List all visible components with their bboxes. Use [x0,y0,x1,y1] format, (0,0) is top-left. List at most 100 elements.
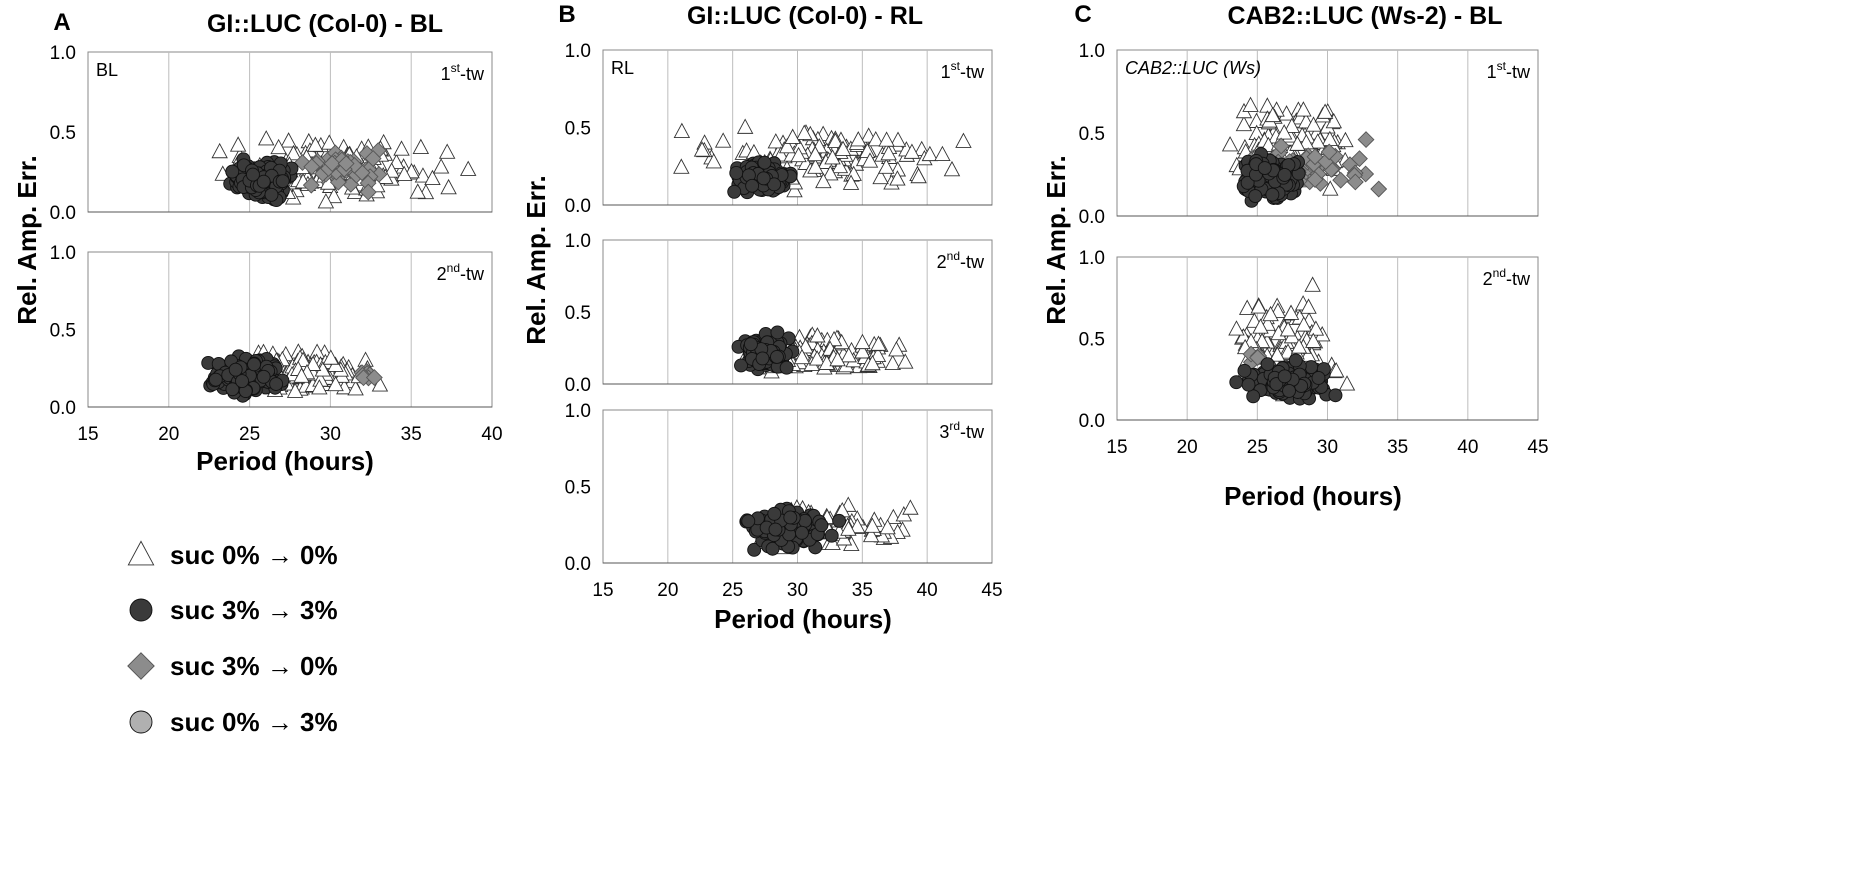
y-tick-label: 0.0 [1079,411,1105,432]
legend-label-suc-0-3: suc 0% → 3% [170,707,338,737]
data-point-dark [1278,168,1291,181]
data-point-dark [270,378,283,391]
x-tick-label: 25 [1247,437,1268,458]
data-point-dark [1242,378,1255,391]
data-point-dark [728,185,741,198]
x-tick-label: 30 [1317,437,1338,458]
legend-marker-lightcircle [130,711,152,733]
x-tick-label: 20 [158,424,179,445]
x-tick-label: 20 [1177,437,1198,458]
subplot-1: 0.00.51.0RL 1st-tw [565,41,992,217]
subplot-1: 0.0 0.5 1.0CAB2::LUC (Ws) 1st-tw [1079,41,1538,228]
y-tick-label: 1.0 [50,43,76,64]
subplot-window-label: 1st-tw [1487,59,1531,82]
subplot-window-label: 2nd-tw [437,261,485,284]
panel-title: GI::LUC (Col-0) - BL [207,10,443,38]
y-tick-label: 0.0 [565,554,591,575]
subplot-left-label: RL [611,58,634,78]
legend-marker-tri [128,541,153,565]
data-point-dark [1258,162,1271,175]
data-point-dark [1278,370,1291,383]
subplot-window-label: 3rd-tw [939,419,985,442]
y-tick-label: 0.5 [565,303,591,324]
subplot-window-label: 2nd-tw [937,249,985,272]
x-tick-label: 25 [722,580,743,601]
data-point-dark [795,526,808,539]
legend-label-suc-3-0: suc 3% → 0% [170,651,338,681]
y-tick-label: 0.5 [50,321,76,342]
subplot-window-label: 1st-tw [941,59,985,82]
panel-letter: B [558,1,575,28]
x-axis-title: Period (hours) [714,604,892,634]
x-tick-label: 35 [1387,437,1408,458]
y-tick-label: 0.0 [565,375,591,396]
x-tick-label: 35 [401,424,422,445]
subplot-1: 0.0 0.5 1.0 BL 1st-tw [50,43,492,224]
x-tick-label: 35 [852,580,873,601]
y-tick-label: 0.5 [50,123,76,144]
y-tick-label: 1.0 [565,231,591,252]
data-point-dark [1247,390,1260,403]
x-tick-label: 20 [657,580,678,601]
data-point-dark [769,523,782,536]
data-point-dark [833,514,846,527]
data-point-dark [768,507,781,520]
data-point-dark [248,358,261,371]
y-tick-label: 0.0 [50,398,76,419]
panel-letter: A [53,9,70,36]
panel-title: CAB2::LUC (Ws-2) - BL [1228,2,1503,30]
legend-label-suc-3-3: suc 3% → 3% [170,595,338,625]
x-axis-title: Period (hours) [196,446,374,476]
y-tick-label: 0.0 [50,203,76,224]
subplot-2: 0.00.51.015 20 25 30 35 402nd-tw [50,243,503,445]
data-point-dark [730,166,743,179]
data-point-dark [1261,358,1274,371]
legend-marker-dark [130,599,152,621]
legend-label-suc-0-0: suc 0% → 0% [170,540,338,570]
subplot-left-label: CAB2::LUC (Ws) [1125,58,1261,78]
data-point-dark [265,188,278,201]
x-tick-label: 40 [917,580,938,601]
x-tick-label: 15 [77,424,98,445]
data-point-dark [744,338,757,351]
legend: suc 0% → 0% suc 3% → 3% suc 3% → 0% suc … [128,540,338,737]
subplot-2: 0.0 0.5 1.0 2nd-tw [565,231,992,396]
y-tick-label: 0.5 [565,119,591,140]
data-point-dark [236,375,249,388]
data-point-dark [1230,376,1243,389]
data-point-dark [229,363,242,376]
y-tick-label: 1.0 [50,243,76,264]
panel-c: C CAB2::LUC (Ws-2) - BLRel. Amp. Err.Peri… [1041,1,1549,511]
y-axis-title: Rel. Amp. Err. [521,175,551,345]
data-point-dark [1238,364,1251,377]
x-tick-label: 30 [320,424,341,445]
data-point-dark [757,172,770,185]
y-tick-label: 0.0 [1079,207,1105,228]
x-tick-label: 45 [1527,437,1548,458]
y-tick-label: 1.0 [565,41,591,62]
panel-a: A GI::LUC (Col-0) - BLRel. Amp. Err.Perio… [12,9,503,476]
y-tick-label: 0.5 [1079,124,1105,145]
data-point-dark [825,529,838,542]
subplot-left-label: BL [96,60,118,80]
data-point-dark [1329,389,1342,402]
y-tick-label: 1.0 [565,401,591,422]
data-point-dark [1249,190,1262,203]
subplot-3: 0.00.51.015 20 25 30 35 40 453rd-tw [565,401,1003,601]
data-point-dark [1266,188,1279,201]
data-point-dark [276,175,289,188]
data-point-dark [815,519,828,532]
subplot-2: 0.0 0.5 1.0 15 20 25 30 35 40 45 2nd-tw [1079,248,1549,458]
x-tick-label: 30 [787,580,808,601]
data-point-dark [1312,371,1325,384]
x-tick-label: 15 [592,580,613,601]
y-axis-title: Rel. Amp. Err. [12,155,42,325]
y-tick-label: 0.5 [1079,330,1105,351]
data-point-dark [784,511,797,524]
x-tick-label: 25 [239,424,260,445]
data-point-dark [209,373,222,386]
x-tick-label: 45 [981,580,1002,601]
y-tick-label: 1.0 [1079,41,1105,62]
